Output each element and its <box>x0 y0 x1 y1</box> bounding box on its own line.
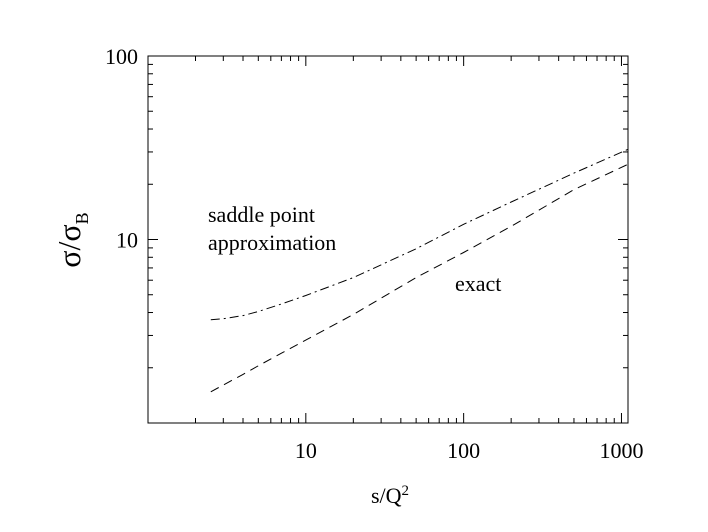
annotation: exact <box>455 271 501 296</box>
y-tick-label: 10 <box>116 228 138 253</box>
annotation: approximation <box>208 230 336 255</box>
x-axis-label: s/Q2 <box>371 483 409 508</box>
x-tick-label: 10 <box>295 438 317 463</box>
y-tick-label: 100 <box>105 44 138 69</box>
y-label-main: σ/σ <box>51 224 87 267</box>
x-label-sup: 2 <box>402 483 410 499</box>
x-label-main: s/Q <box>371 483 402 508</box>
line-series <box>210 163 629 393</box>
annotation: saddle point <box>208 202 315 227</box>
x-tick-label: 1000 <box>599 438 643 463</box>
y-axis-label: σ/σB <box>51 212 92 267</box>
x-tick-label: 100 <box>447 438 480 463</box>
y-label-sub: B <box>72 212 92 224</box>
